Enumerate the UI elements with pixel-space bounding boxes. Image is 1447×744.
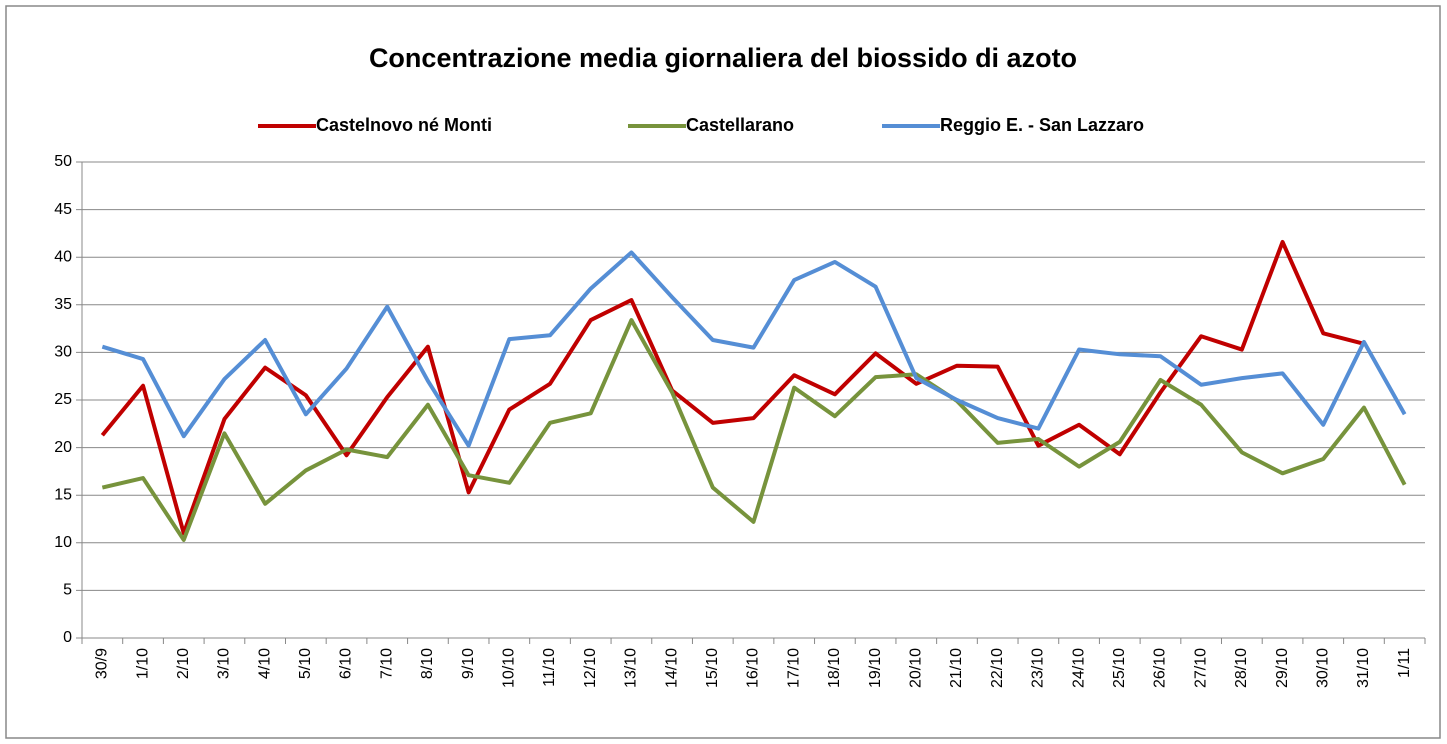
y-tick-label: 35 [54, 296, 72, 313]
x-tick-label: 17/10 [785, 648, 802, 688]
x-tick-label: 30/10 [1314, 648, 1331, 688]
y-tick-label: 10 [54, 534, 72, 551]
y-tick-label: 50 [54, 153, 72, 170]
x-tick-label: 5/10 [297, 648, 314, 679]
chart-border [5, 5, 1441, 739]
x-tick-label: 19/10 [867, 648, 884, 688]
x-tick-label: 12/10 [582, 648, 599, 688]
x-tick-label: 21/10 [948, 648, 965, 688]
x-tick-label: 30/9 [94, 648, 111, 679]
x-tick-label: 3/10 [216, 648, 233, 679]
legend-label: Reggio E. - San Lazzaro [940, 115, 1144, 135]
x-tick-label: 29/10 [1274, 648, 1291, 688]
x-tick-label: 25/10 [1111, 648, 1128, 688]
x-tick-label: 4/10 [256, 648, 273, 679]
x-tick-label: 7/10 [378, 648, 395, 679]
legend-label: Castellarano [686, 115, 794, 135]
x-tick-label: 6/10 [338, 648, 355, 679]
series-line [101, 250, 1407, 448]
x-tick-label: 16/10 [745, 648, 762, 688]
x-tick-label: 24/10 [1070, 648, 1087, 688]
chart-title: Concentrazione media giornaliera del bio… [369, 43, 1077, 73]
y-tick-label: 40 [54, 248, 72, 265]
y-tick-label: 30 [54, 344, 72, 361]
x-tick-label: 1/11 [1396, 648, 1413, 678]
x-tick-label: 1/10 [134, 648, 151, 679]
x-tick-label: 20/10 [908, 648, 925, 688]
y-tick-label: 5 [63, 582, 72, 599]
series-line [101, 318, 1407, 542]
x-tick-label: 2/10 [175, 648, 192, 679]
x-tick-label: 10/10 [501, 648, 518, 688]
x-tick-label: 31/10 [1355, 648, 1372, 688]
y-tick-label: 45 [54, 201, 72, 218]
y-tick-label: 25 [54, 391, 72, 408]
x-tick-label: 15/10 [704, 648, 721, 688]
x-tick-label: 26/10 [1152, 648, 1169, 688]
x-tick-label: 8/10 [419, 648, 436, 679]
y-tick-label: 0 [63, 629, 72, 646]
x-tick-label: 27/10 [1192, 648, 1209, 688]
legend-label: Castelnovo né Monti [316, 115, 492, 135]
x-tick-label: 14/10 [663, 648, 680, 688]
x-tick-label: 22/10 [989, 648, 1006, 688]
y-tick-label: 15 [54, 486, 72, 503]
x-tick-label: 9/10 [460, 648, 477, 679]
x-tick-label: 28/10 [1233, 648, 1250, 688]
x-tick-label: 18/10 [826, 648, 843, 688]
x-tick-label: 13/10 [623, 648, 640, 688]
y-tick-label: 20 [54, 439, 72, 456]
x-tick-label: 23/10 [1030, 648, 1047, 688]
x-tick-label: 11/10 [541, 648, 558, 687]
